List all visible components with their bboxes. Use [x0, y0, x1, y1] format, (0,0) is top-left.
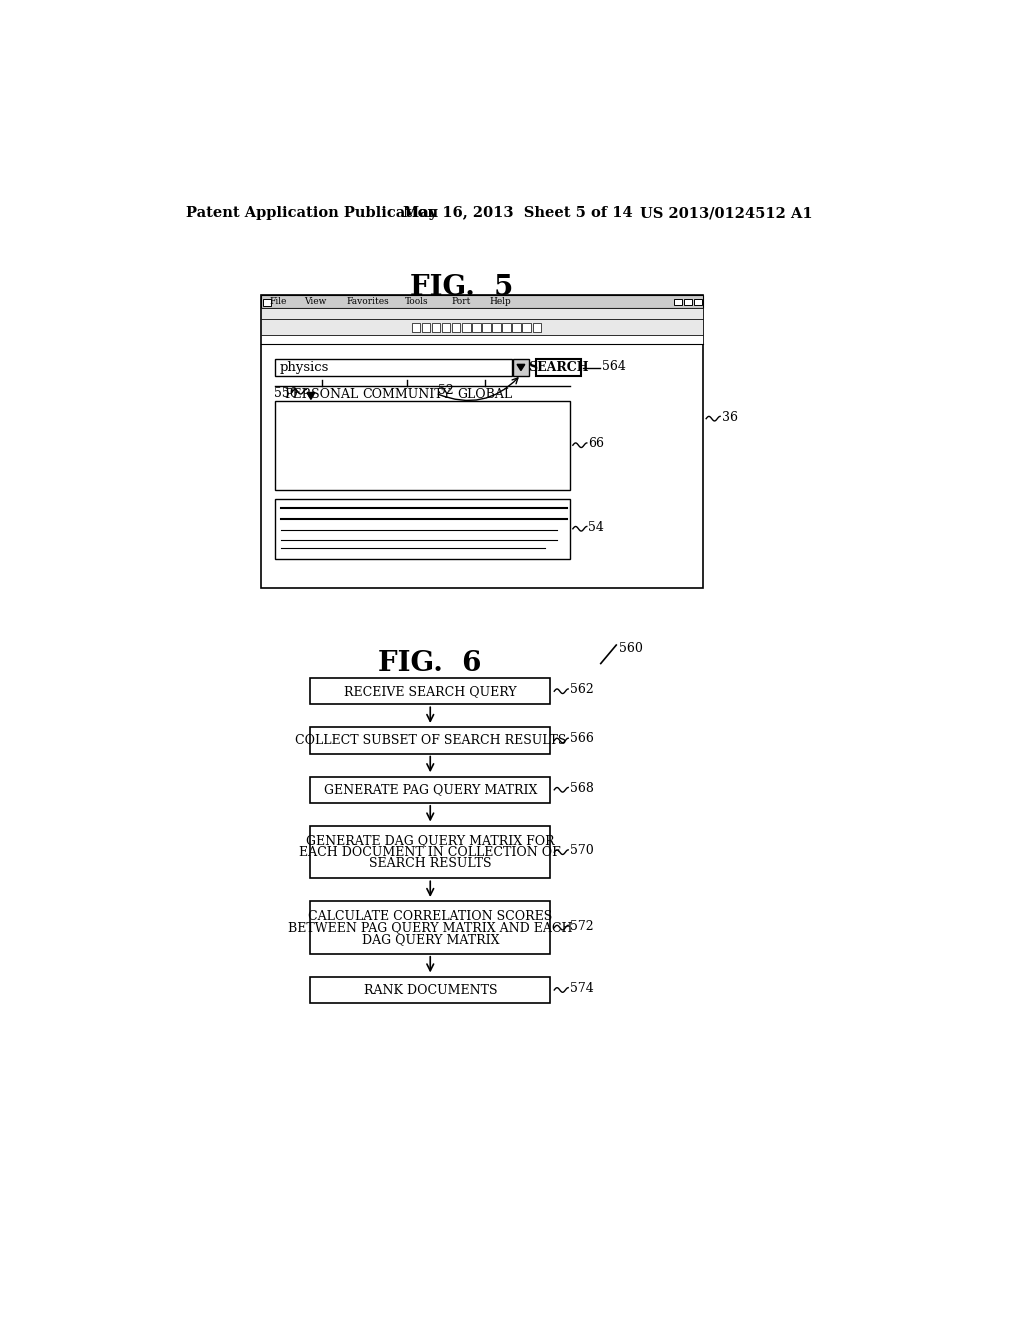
Bar — [310, 977, 550, 1003]
Text: 36: 36 — [722, 411, 737, 424]
Bar — [482, 323, 490, 331]
Text: 568: 568 — [569, 781, 594, 795]
Bar — [684, 298, 692, 305]
Bar — [462, 323, 471, 331]
Bar — [532, 323, 541, 331]
Bar — [261, 319, 703, 335]
Bar — [310, 826, 550, 878]
Bar — [512, 323, 521, 331]
Text: BETWEEN PAG QUERY MATRIX AND EACH: BETWEEN PAG QUERY MATRIX AND EACH — [288, 921, 572, 935]
Polygon shape — [307, 392, 314, 400]
Text: 566: 566 — [569, 733, 594, 746]
Text: FIG.  5: FIG. 5 — [410, 275, 513, 301]
Text: 550: 550 — [273, 387, 297, 400]
Text: Favorites: Favorites — [346, 297, 389, 306]
Text: SEARCH RESULTS: SEARCH RESULTS — [369, 857, 492, 870]
Bar — [537, 359, 582, 376]
Text: DAG QUERY MATRIX: DAG QUERY MATRIX — [361, 933, 499, 945]
Text: 66: 66 — [589, 437, 604, 450]
Bar — [261, 296, 703, 308]
Text: EACH DOCUMENT IN COLLECTION OF: EACH DOCUMENT IN COLLECTION OF — [299, 846, 561, 859]
Text: 574: 574 — [569, 982, 594, 995]
Text: COLLECT SUBSET OF SEARCH RESULTS: COLLECT SUBSET OF SEARCH RESULTS — [295, 734, 566, 747]
Text: May 16, 2013  Sheet 5 of 14: May 16, 2013 Sheet 5 of 14 — [403, 206, 633, 220]
Text: RANK DOCUMENTS: RANK DOCUMENTS — [364, 983, 497, 997]
Text: 54: 54 — [589, 520, 604, 533]
Polygon shape — [517, 364, 524, 371]
Bar — [674, 298, 682, 305]
Text: CALCULATE CORRELATION SCORES: CALCULATE CORRELATION SCORES — [308, 909, 552, 923]
Text: RECEIVE SEARCH QUERY: RECEIVE SEARCH QUERY — [344, 685, 516, 698]
Bar — [261, 296, 703, 589]
Bar — [310, 902, 550, 954]
Text: Tools: Tools — [404, 297, 428, 306]
Bar — [263, 298, 270, 306]
Text: COMMUNITY: COMMUNITY — [362, 388, 452, 400]
Text: US 2013/0124512 A1: US 2013/0124512 A1 — [640, 206, 812, 220]
Text: 52: 52 — [438, 384, 454, 397]
Text: SEARCH: SEARCH — [528, 360, 589, 374]
Bar — [275, 499, 569, 558]
Bar — [513, 359, 528, 376]
Bar — [432, 323, 440, 331]
Text: GENERATE PAG QUERY MATRIX: GENERATE PAG QUERY MATRIX — [324, 783, 537, 796]
Bar — [442, 323, 451, 331]
Bar — [522, 323, 531, 331]
Bar — [275, 359, 512, 376]
Text: GENERATE DAG QUERY MATRIX FOR: GENERATE DAG QUERY MATRIX FOR — [306, 834, 555, 847]
Bar — [422, 323, 430, 331]
Bar — [472, 323, 480, 331]
Text: FIG.  6: FIG. 6 — [379, 649, 482, 677]
Text: physics: physics — [280, 360, 330, 374]
Bar — [275, 401, 569, 490]
Bar — [503, 323, 511, 331]
Bar — [261, 335, 703, 345]
Bar — [261, 308, 703, 319]
Bar — [310, 678, 550, 705]
Text: GLOBAL: GLOBAL — [457, 388, 512, 400]
Text: 562: 562 — [569, 684, 594, 696]
Bar — [310, 776, 550, 803]
Text: 570: 570 — [569, 843, 594, 857]
Text: Patent Application Publication: Patent Application Publication — [186, 206, 438, 220]
Bar — [412, 323, 420, 331]
Bar — [452, 323, 461, 331]
Text: PERSONAL: PERSONAL — [285, 388, 358, 400]
Text: 564: 564 — [601, 360, 626, 372]
Text: 560: 560 — [620, 642, 643, 655]
Bar — [693, 298, 702, 305]
Text: 572: 572 — [569, 920, 593, 933]
Text: Help: Help — [489, 297, 512, 306]
Bar — [310, 727, 550, 754]
Text: Port: Port — [452, 297, 471, 306]
Bar — [493, 323, 501, 331]
Text: View: View — [304, 297, 327, 306]
Text: File: File — [269, 297, 287, 306]
